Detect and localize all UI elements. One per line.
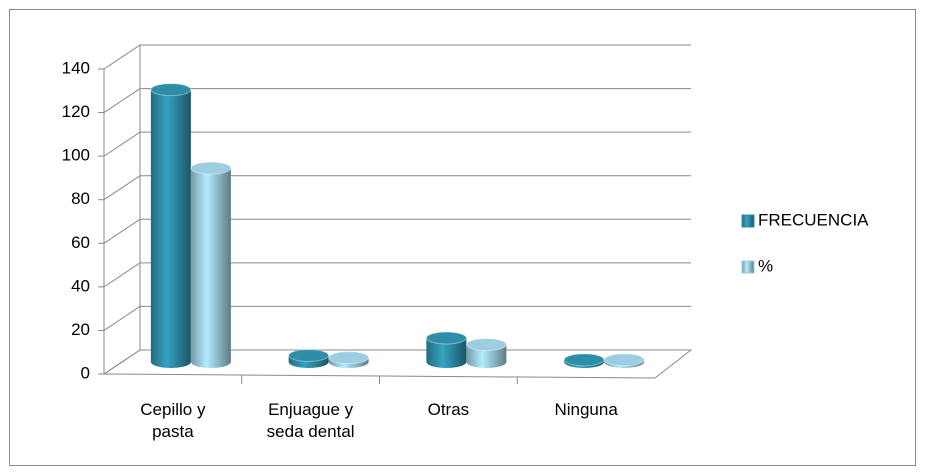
y-tick-label: 80 — [71, 189, 90, 208]
bar — [150, 89, 191, 362]
legend-swatch — [741, 260, 755, 274]
grid-line — [103, 262, 691, 288]
bar-top — [425, 331, 467, 345]
bar-top — [328, 351, 370, 365]
y-tick-label: 40 — [71, 276, 90, 295]
bar-top — [563, 353, 605, 367]
bar-top — [288, 348, 330, 362]
y-tick-label: 20 — [71, 320, 90, 339]
grid-line — [103, 88, 691, 113]
y-tick-label: 60 — [71, 233, 90, 252]
legend-label: % — [758, 256, 773, 275]
legend-swatch — [741, 214, 755, 228]
grid-line — [103, 218, 691, 244]
y-tick-label: 0 — [81, 363, 90, 382]
legend-label: FRECUENCIA — [758, 210, 869, 229]
grid-line — [103, 44, 691, 70]
y-tick-label: 100 — [62, 146, 90, 165]
bar — [426, 338, 467, 362]
bar-top — [603, 353, 645, 367]
grid-line — [103, 305, 691, 331]
bar-top — [150, 83, 192, 97]
chart-border — [9, 9, 916, 466]
y-tick-label: 140 — [62, 58, 90, 77]
bar-top — [465, 338, 507, 352]
grid-line — [103, 131, 691, 157]
bar — [190, 168, 231, 362]
x-tick-label: Enjuague y seda dental — [266, 400, 355, 441]
x-tick-label: Ninguna — [554, 400, 618, 419]
x-tick-label: Otras — [427, 400, 470, 419]
y-tick-label: 120 — [62, 102, 90, 121]
grid-line — [103, 349, 691, 375]
grid-line — [103, 175, 691, 201]
bar-top — [190, 161, 232, 175]
x-tick-label: Cepillo y pasta — [140, 400, 206, 441]
